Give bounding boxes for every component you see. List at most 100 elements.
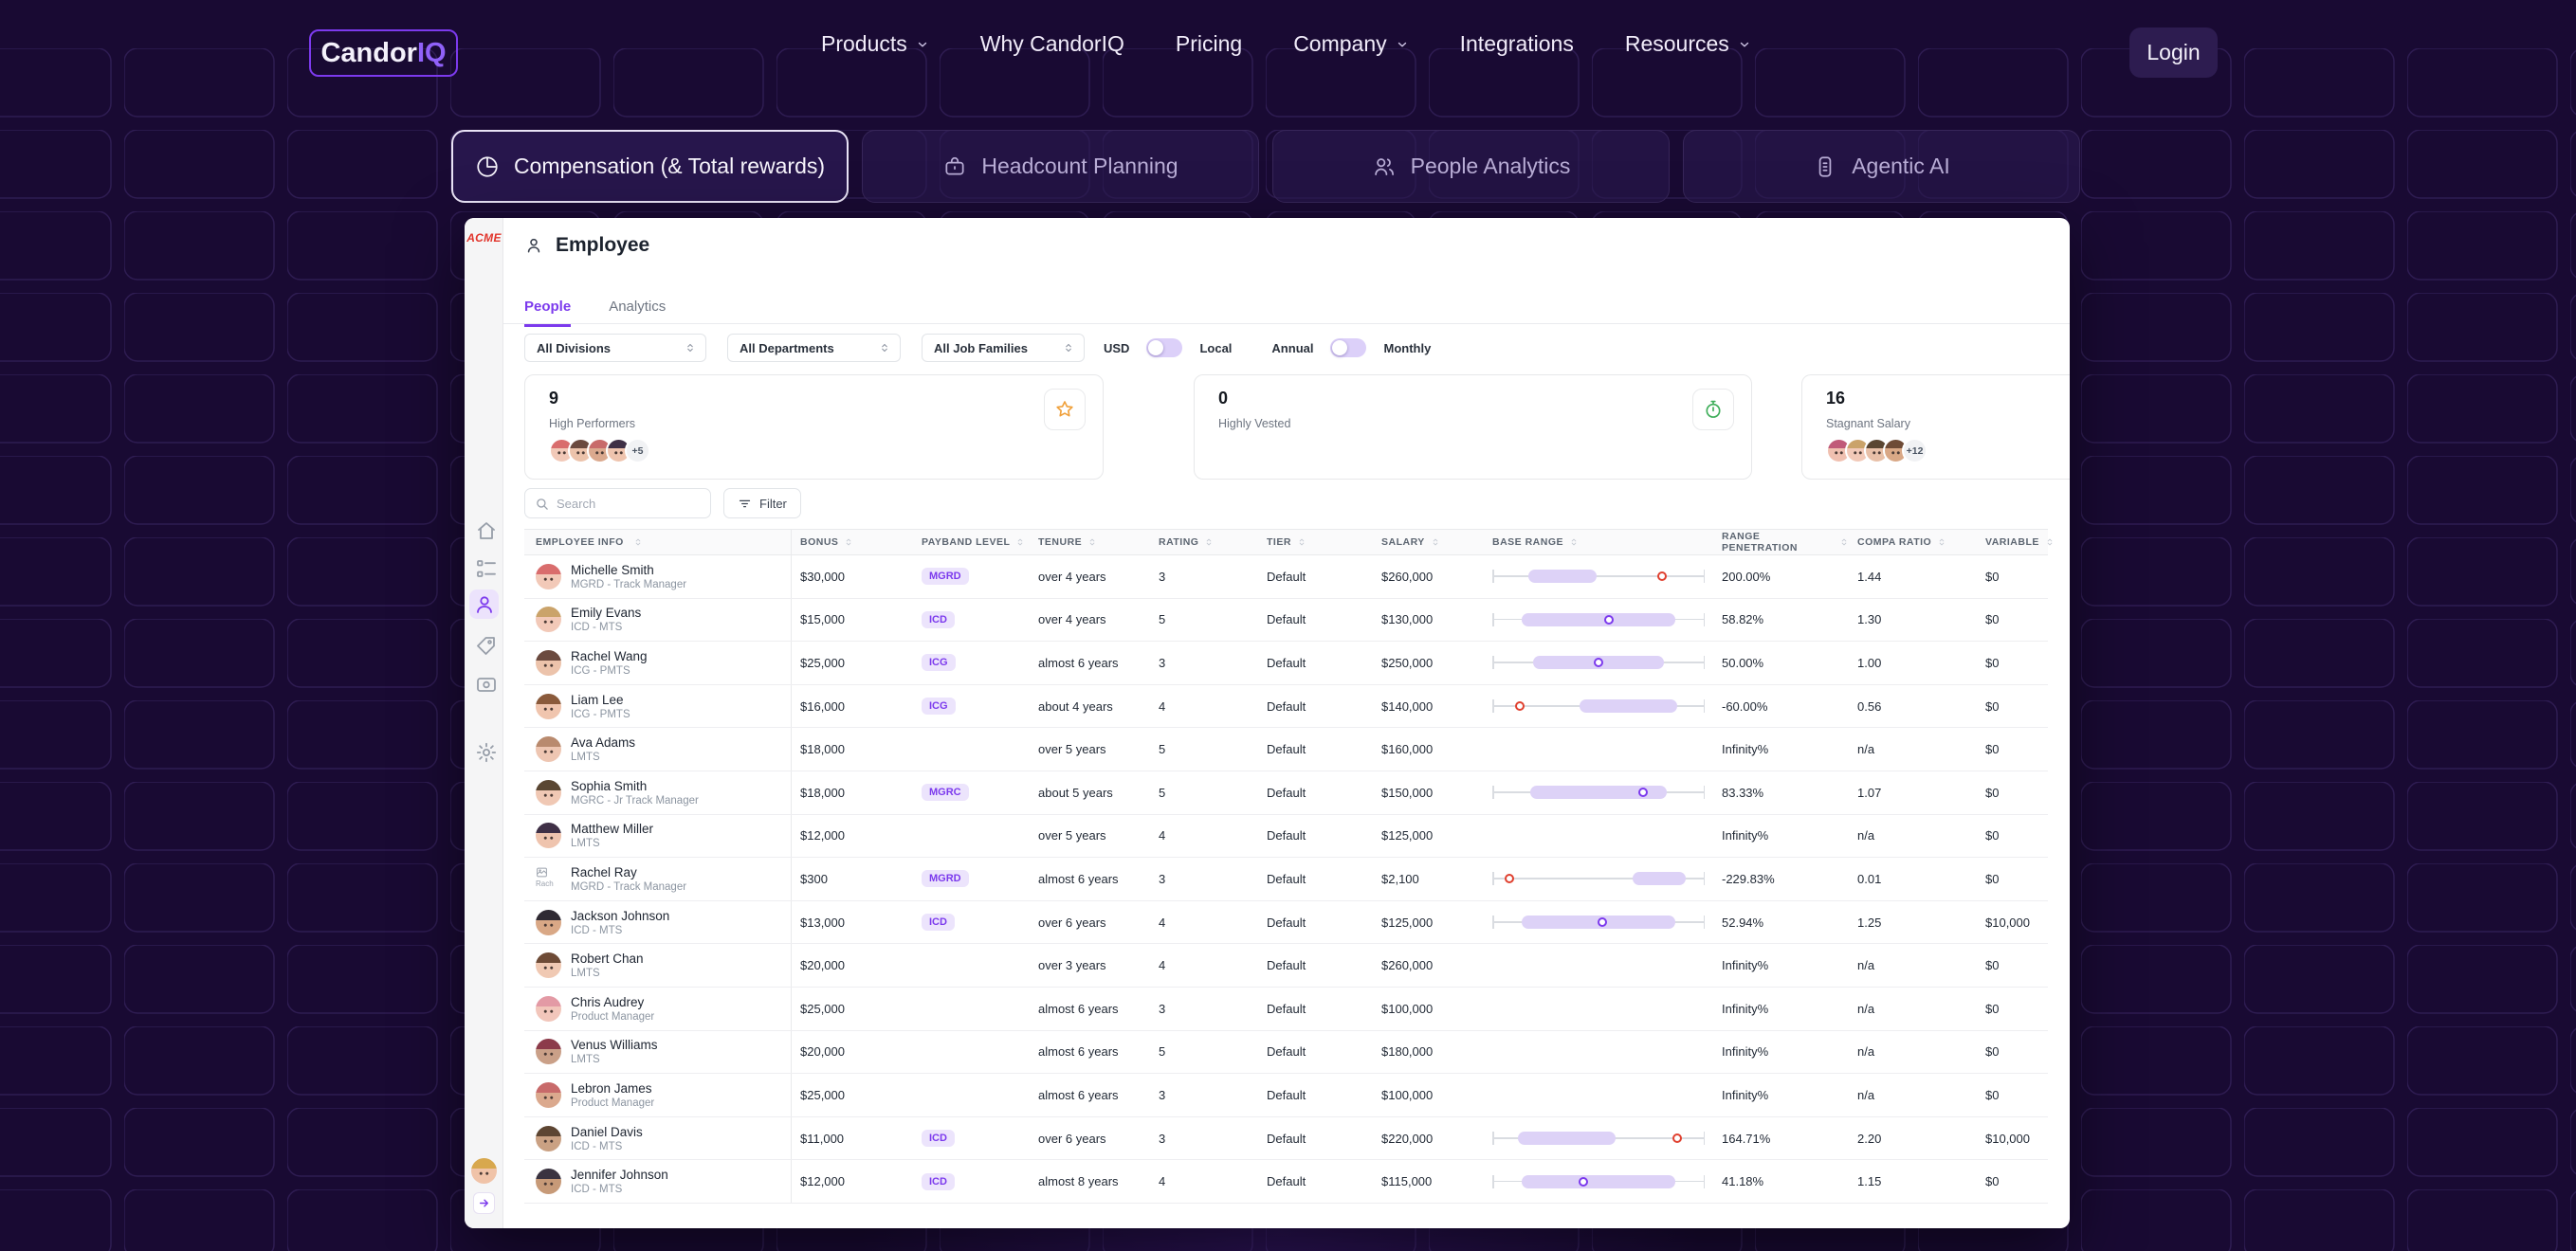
nav-item-label: Integrations xyxy=(1459,30,1574,56)
tenure-cell: almost 6 years xyxy=(1038,1044,1119,1060)
employee-table: EMPLOYEE INFO BONUS PAYBAND LEVEL TENURE RAT… xyxy=(524,529,2053,1204)
nav-item-pricing[interactable]: Pricing xyxy=(1176,31,1242,57)
sidebar-employee-icon[interactable] xyxy=(469,589,499,619)
dropdown-all-divisions[interactable]: All Divisions xyxy=(524,334,706,362)
star-button[interactable] xyxy=(1044,389,1086,430)
table-row: Jackson Johnson ICD - MTS $13,000 ICD over 6… xyxy=(524,900,2048,945)
employee-cell: Matthew Miller LMTS xyxy=(524,814,792,858)
employee-role: MGRD - Track Manager xyxy=(571,578,687,590)
compa-ratio-cell: n/a xyxy=(1857,958,1875,973)
employee-name: Rachel Wang xyxy=(571,648,648,663)
column-header-base-range[interactable]: BASE RANGE xyxy=(1484,530,1713,554)
column-header-employee-info[interactable]: EMPLOYEE INFO xyxy=(524,530,792,554)
rating-cell: 3 xyxy=(1159,569,1166,584)
sort-icon xyxy=(1087,537,1097,547)
tenure-cell: over 5 years xyxy=(1038,828,1106,843)
variable-cell: $0 xyxy=(1985,742,2000,757)
sidebar-expand-arrow-icon[interactable] xyxy=(473,1192,495,1214)
feature-tab-compensation-total-rewards[interactable]: Compensation (& Total rewards) xyxy=(451,130,849,203)
filter-button[interactable]: Filter xyxy=(723,488,801,518)
sidebar-list-icon[interactable] xyxy=(475,557,496,577)
nav-item-products[interactable]: Products xyxy=(821,31,929,57)
stat-card-highly-vested: 0 Highly Vested xyxy=(1194,374,1752,480)
sidebar-user-avatar[interactable] xyxy=(471,1158,497,1184)
variable-cell: $0 xyxy=(1985,612,2000,627)
employee-avatar xyxy=(536,779,561,806)
base-range-cell xyxy=(1484,685,1713,728)
tenure-cell: over 6 years xyxy=(1038,1131,1106,1146)
feature-tab-people-analytics[interactable]: People Analytics xyxy=(1272,130,1670,203)
page-title: Employee xyxy=(556,234,650,256)
variable-cell: $0 xyxy=(1985,1087,2000,1102)
payband-badge: MGRD xyxy=(922,568,969,586)
column-header-salary[interactable]: SALARY xyxy=(1373,530,1484,554)
avatar-more-count: +12 xyxy=(1902,438,1927,463)
nav-item-why-candoriq[interactable]: Why CandorIQ xyxy=(980,31,1124,57)
variable-cell: $0 xyxy=(1985,871,2000,886)
column-header-payband-level[interactable]: PAYBAND LEVEL xyxy=(913,530,1030,554)
employee-name-block: Rachel Ray MGRD - Track Manager xyxy=(571,865,686,893)
employee-cell: Daniel Davis ICD - MTS xyxy=(524,1116,792,1160)
variable-cell: $0 xyxy=(1985,1044,2000,1060)
sidebar-wallet-icon[interactable] xyxy=(475,673,496,692)
column-header-variable[interactable]: VARIABLE xyxy=(1977,530,2053,554)
search-input[interactable] xyxy=(557,496,689,511)
app-tab-analytics[interactable]: Analytics xyxy=(609,299,667,315)
variable-cell: $10,000 xyxy=(1985,915,2030,930)
payband-cell: MGRD xyxy=(913,858,1030,900)
variable-cell: $0 xyxy=(1985,785,2000,800)
sort-icon xyxy=(1569,537,1579,547)
nav-item-company[interactable]: Company xyxy=(1293,31,1408,57)
nav-item-label: Resources xyxy=(1624,30,1729,56)
app-sidebar: ACME xyxy=(465,218,503,1228)
employee-name: Sophia Smith xyxy=(571,778,648,793)
employee-role: LMTS xyxy=(571,752,600,764)
compa-ratio-cell: n/a xyxy=(1857,1044,1875,1060)
variable-cell: $0 xyxy=(1985,1001,2000,1016)
rating-cell: 4 xyxy=(1159,698,1166,714)
nav-item-resources[interactable]: Resources xyxy=(1625,31,1751,57)
column-header-rating[interactable]: RATING xyxy=(1150,530,1258,554)
column-header-tier[interactable]: TIER xyxy=(1258,530,1373,554)
range-penetration-cell: Infinity% xyxy=(1722,1087,1769,1102)
pie-icon xyxy=(475,154,500,179)
base-range-chart xyxy=(1492,867,1705,890)
dropdown-all-departments[interactable]: All Departments xyxy=(727,334,901,362)
range-penetration-cell: Infinity% xyxy=(1722,958,1769,973)
employee-name-block: Jennifer Johnson ICD - MTS xyxy=(571,1168,668,1195)
column-header-label: EMPLOYEE INFO xyxy=(536,536,624,548)
feature-tab-headcount-planning[interactable]: Headcount Planning xyxy=(862,130,1259,203)
bonus-cell: $11,000 xyxy=(800,1131,845,1146)
column-header-range-penetration[interactable]: RANGE PENETRATION xyxy=(1713,530,1849,554)
employee-name-block: Liam Lee ICG - PMTS xyxy=(571,693,630,720)
sidebar-home-icon[interactable] xyxy=(475,519,495,539)
range-penetration-cell: 52.94% xyxy=(1722,915,1764,930)
stopwatch-button[interactable] xyxy=(1692,389,1734,430)
bonus-cell: $30,000 xyxy=(800,569,845,584)
toggle-usd-local[interactable] xyxy=(1146,338,1183,357)
employee-avatar xyxy=(536,952,561,979)
toggle-label-annual: Annual xyxy=(1271,340,1314,355)
rating-cell: 4 xyxy=(1159,958,1166,973)
table-row: Jennifer Johnson ICD - MTS $12,000 ICD almos… xyxy=(524,1160,2048,1204)
tier-cell: Default xyxy=(1267,569,1306,584)
dropdown-all-job-families[interactable]: All Job Families xyxy=(922,334,1085,362)
app-tab-people[interactable]: People xyxy=(524,299,572,327)
candoriq-logo[interactable]: Candor IQ xyxy=(309,29,458,77)
range-penetration-cell: Infinity% xyxy=(1722,742,1769,757)
table-row: Daniel Davis ICD - MTS $11,000 ICD over 6 ye… xyxy=(524,1116,2048,1161)
nav-item-integrations[interactable]: Integrations xyxy=(1460,31,1574,57)
employee-name-block: Emily Evans ICD - MTS xyxy=(571,606,641,633)
column-header-tenure[interactable]: TENURE xyxy=(1030,530,1150,554)
broken-avatar-icon: Rach xyxy=(536,866,561,892)
avatar-stack: +5 xyxy=(549,438,650,463)
sidebar-settings-icon[interactable] xyxy=(475,741,497,763)
column-header-compa-ratio[interactable]: COMPA RATIO xyxy=(1849,530,1977,554)
nav-item-label: Company xyxy=(1293,30,1387,56)
employee-name-block: Sophia Smith MGRC - Jr Track Manager xyxy=(571,779,699,807)
login-button[interactable]: Login xyxy=(2129,27,2218,78)
column-header-bonus[interactable]: BONUS xyxy=(792,530,913,554)
feature-tab-agentic-ai[interactable]: Agentic AI xyxy=(1683,130,2080,203)
sidebar-tag-icon[interactable] xyxy=(475,635,495,655)
toggle-annual-monthly[interactable] xyxy=(1330,338,1367,357)
